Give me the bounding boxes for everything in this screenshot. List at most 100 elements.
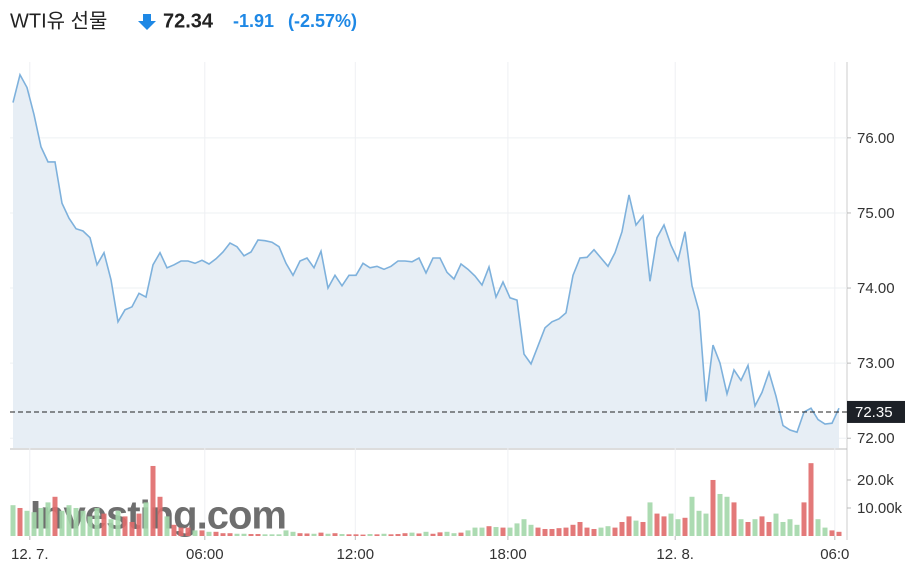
volume-bar <box>87 516 93 536</box>
volume-bar <box>500 527 506 536</box>
volume-bar <box>514 523 520 536</box>
volume-bar <box>556 528 562 536</box>
y-tick-label: 20.0k <box>857 472 894 489</box>
volume-bar <box>395 534 401 536</box>
volume-bar <box>234 533 240 536</box>
x-tick-label: 12. 7. <box>11 546 49 563</box>
volume-bar <box>199 530 205 536</box>
volume-bar <box>759 516 765 536</box>
volume-bar <box>521 519 527 536</box>
volume-bar <box>528 524 534 536</box>
volume-bar <box>339 534 345 536</box>
volume-bar <box>122 516 128 536</box>
volume-bar <box>38 507 44 536</box>
volume-bar <box>318 532 324 536</box>
volume-bar <box>297 533 303 536</box>
volume-bar <box>640 521 646 536</box>
volume-bar <box>381 533 387 536</box>
volume-bar <box>52 496 58 536</box>
volume-bar <box>360 534 366 536</box>
volume-bar <box>311 533 317 536</box>
volume-bar <box>836 531 842 536</box>
volume-bar <box>220 533 226 536</box>
volume-bar <box>367 534 373 536</box>
price-line <box>12 72 840 434</box>
volume-bar <box>472 527 478 536</box>
last-price-box <box>847 400 905 423</box>
volume-bar <box>388 534 394 536</box>
volume-bar <box>164 516 170 536</box>
volume-bar <box>31 512 37 536</box>
volume-bar <box>535 527 541 536</box>
volume-bar <box>829 530 835 536</box>
volume-bar <box>647 502 653 536</box>
down-arrow <box>138 14 156 30</box>
volume-bar <box>598 527 604 536</box>
volume-bar <box>332 533 338 536</box>
volume-bar <box>794 524 800 536</box>
volume-bar <box>409 532 415 536</box>
volume-bar <box>801 502 807 536</box>
volume-bar <box>710 479 716 536</box>
volume-bar <box>633 520 639 536</box>
volume-bar <box>129 521 135 536</box>
x-tick-label: 18:00 <box>489 546 527 563</box>
volume-bar <box>353 534 359 536</box>
y-tick-label: 73.00 <box>857 355 895 372</box>
volume-bar <box>675 519 681 536</box>
volume-bar <box>416 533 422 536</box>
volume-bar <box>136 513 142 536</box>
volume-bar <box>465 530 471 536</box>
volume-bar <box>283 530 289 536</box>
volume-bar <box>73 507 79 536</box>
volume-bar <box>276 534 282 536</box>
volume-bar <box>423 531 429 536</box>
volume-bar <box>542 528 548 536</box>
volume-bar <box>10 505 16 536</box>
volume-bar <box>612 527 618 536</box>
change-pct: (-2.57%) <box>288 11 357 31</box>
volume-bar <box>451 533 457 536</box>
volume-bar <box>668 513 674 536</box>
volume-bar <box>626 516 632 536</box>
volume-bar <box>346 534 352 536</box>
volume-bar <box>178 527 184 536</box>
volume-bar <box>437 532 443 536</box>
volume-bar <box>206 531 212 536</box>
volume-bar <box>59 510 65 536</box>
volume-bar <box>248 534 254 536</box>
volume-bar <box>822 527 828 536</box>
y-tick-label: 72.00 <box>857 430 895 447</box>
volume-bar <box>815 519 821 536</box>
x-tick-label: 12:00 <box>337 546 375 563</box>
volume-bar <box>430 533 436 536</box>
volume-bar <box>115 510 121 536</box>
area-fill <box>13 74 839 449</box>
y-tick-label: 74.00 <box>857 280 895 297</box>
volume-bar <box>325 533 331 536</box>
volume-bar <box>493 527 499 536</box>
volume-bar <box>654 513 660 536</box>
volume-bar <box>143 502 149 536</box>
volume-bar <box>787 519 793 536</box>
volume-bar <box>507 527 513 536</box>
volume-bar <box>80 510 86 536</box>
volume-bar <box>374 534 380 536</box>
volume-bar <box>752 519 758 536</box>
instrument-name: WTI유 선물 <box>10 9 107 32</box>
volume-bar <box>486 526 492 536</box>
volume-bar <box>584 527 590 536</box>
volume-bar <box>24 510 30 536</box>
volume-bar <box>241 533 247 536</box>
volume-bar <box>591 528 597 536</box>
volume-bar <box>731 502 737 536</box>
volume-bar <box>577 521 583 536</box>
price: 72.34 <box>163 10 214 32</box>
volume-bar <box>661 516 667 536</box>
volume-bar <box>563 527 569 536</box>
volume-bar <box>171 524 177 536</box>
volume-bar <box>745 521 751 536</box>
volume-bar <box>17 507 23 536</box>
volume-bar <box>458 532 464 536</box>
